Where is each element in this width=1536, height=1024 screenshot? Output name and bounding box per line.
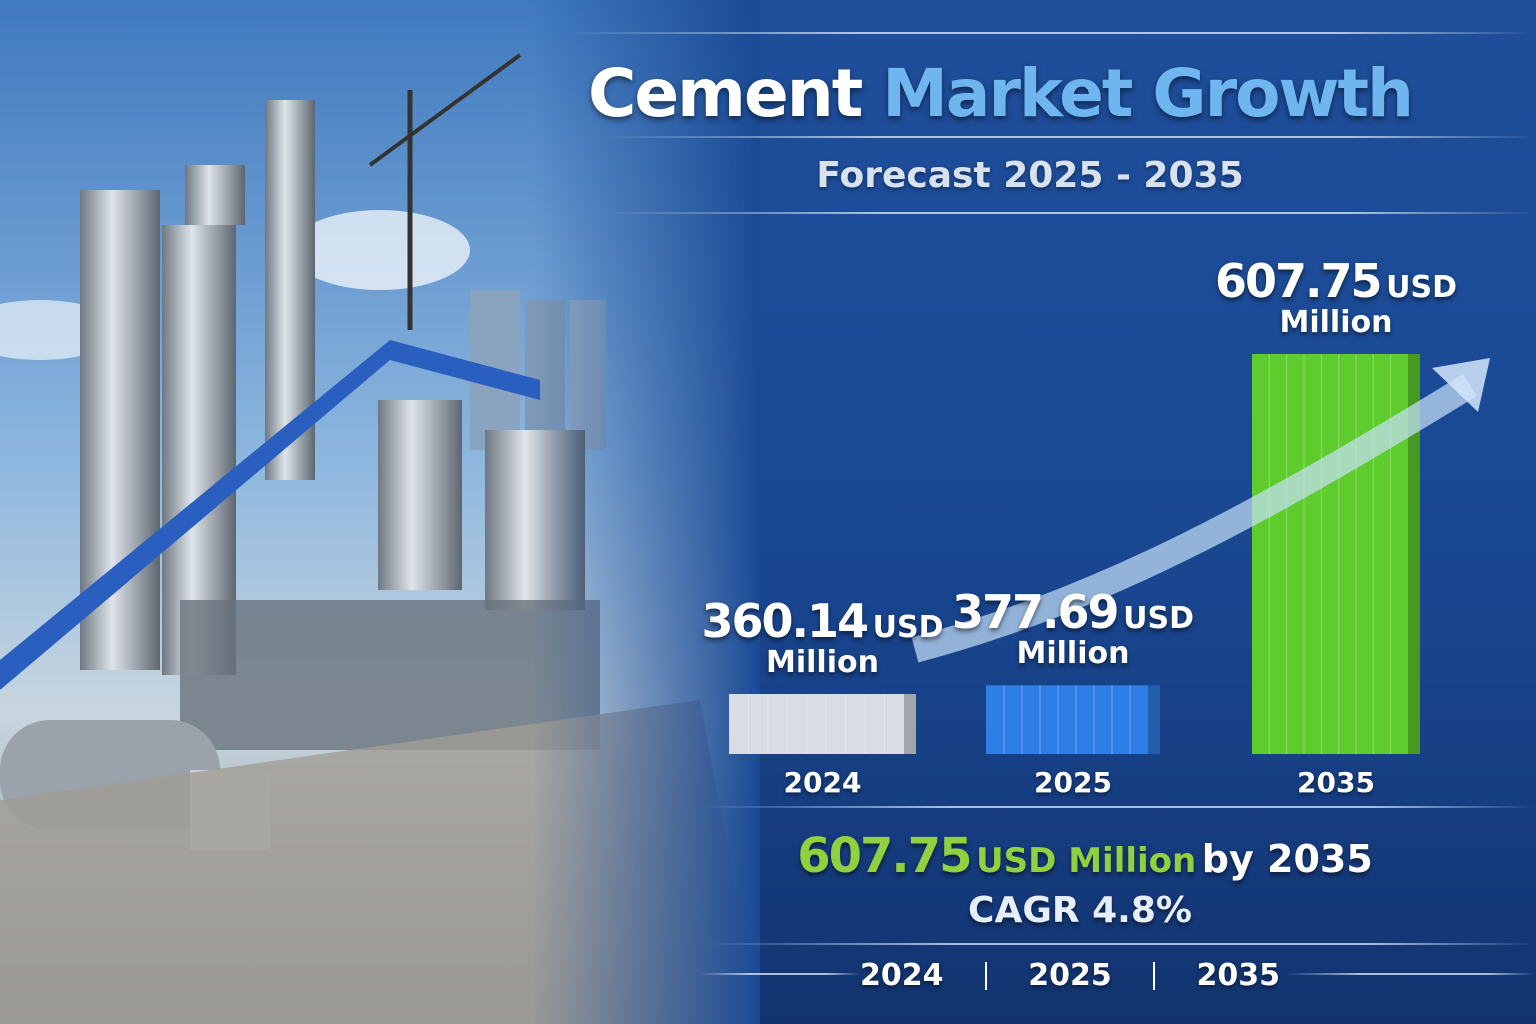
bar-2024 [729,694,916,754]
x-tick-label: 2024 [783,766,862,799]
divider [600,136,1536,138]
trend-arrow [911,373,1477,663]
page-title: Cement Market Growth [560,55,1440,132]
bar [986,685,1160,754]
bar [729,694,916,754]
value-label: 377.69 USD Million [946,589,1200,669]
footer-year: 2035 [1196,958,1281,993]
summary-value: 607.75 [797,828,972,884]
separator [984,961,987,990]
value-number: 607.75 [1215,254,1383,308]
divider [560,32,1536,34]
bar-2025 [986,685,1160,754]
title-part-2: Market Growth [882,55,1414,132]
value-scale: Million [1016,636,1130,672]
summary-suffix: by 2035 [1201,837,1373,881]
bar-shade [904,694,916,754]
value-unit: USD [1123,601,1194,637]
title-part-1: Cement [587,55,863,132]
value-label: 360.14 USD Million [689,598,956,678]
bar-shade [1148,685,1160,754]
footer-year: 2025 [1028,958,1112,993]
value-number: 360.14 [701,594,870,648]
footer-years: 2024 2025 2035 [860,958,1280,993]
divider [1285,973,1536,975]
divider [700,973,860,975]
subtitle: Forecast 2025 - 2035 [816,155,1244,196]
cagr-text: CAGR 4.8% [968,890,1192,931]
divider [600,212,1536,214]
bar-shade [1408,354,1420,754]
summary-unit: USD Million [976,841,1197,881]
summary-headline: 607.75 USD Million by 2035 [700,828,1470,884]
footer-year: 2024 [860,958,944,993]
trend-arrow-head [1432,358,1490,412]
separator [1153,961,1156,990]
x-tick-label: 2025 [1034,766,1112,799]
value-label: 607.75 USD Million [1212,258,1460,338]
value-unit: USD [1386,270,1457,305]
value-scale: Million [1279,305,1393,340]
value-unit: USD [872,610,944,645]
bar [1252,354,1420,754]
divider [700,806,1536,808]
bar-2035 [1252,354,1420,754]
cement-plant-photo [0,0,760,1024]
value-scale: Million [766,645,879,680]
x-tick-label: 2035 [1297,766,1375,799]
value-number: 377.69 [952,585,1120,640]
divider [700,943,1536,945]
